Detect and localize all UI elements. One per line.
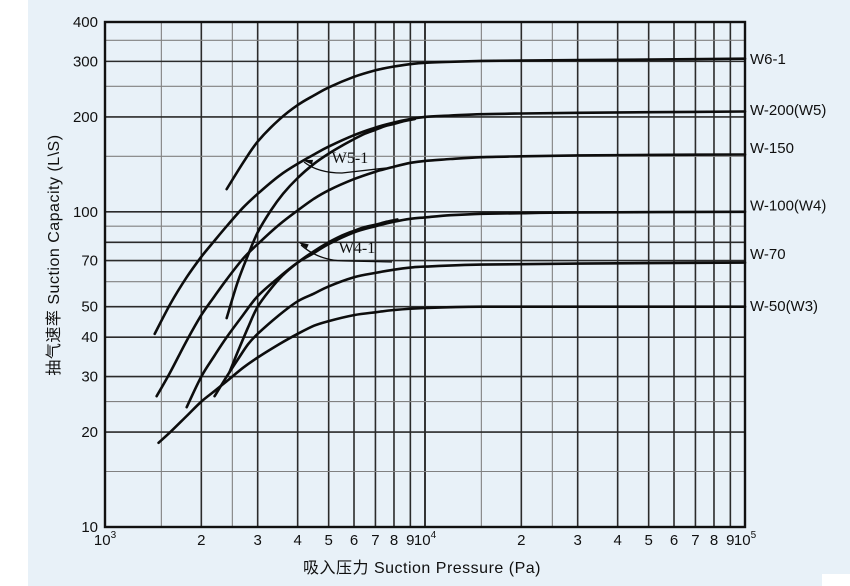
y-tick-label: 30 xyxy=(81,369,98,386)
annotation-leader-W4-1 xyxy=(300,244,393,263)
x-axis-title: 吸入压力 Suction Pressure (Pa) xyxy=(303,560,541,577)
curve-label-W-70: W-70 xyxy=(750,246,786,263)
annotation-arrowhead-W4-1 xyxy=(298,242,309,249)
curve-W5-1 xyxy=(225,117,417,320)
y-tick-label: 20 xyxy=(81,424,98,441)
x-tick-label: 5 xyxy=(324,532,332,549)
curve-W6-1 xyxy=(225,57,747,191)
x-tick-label: 5 xyxy=(644,532,652,549)
x-tick-label: 7 xyxy=(691,532,699,549)
curve-W4-1 xyxy=(228,218,399,374)
y-tick-label: 40 xyxy=(81,329,98,346)
y-axis-title: 抽气速率 Suction Capacity (L\S) xyxy=(46,134,63,376)
annotation-leader-W5-1 xyxy=(303,161,387,174)
annotation-arrowhead-W5-1 xyxy=(302,159,313,165)
page-corner-white xyxy=(822,574,850,586)
curve-label-W6-1: W6-1 xyxy=(750,51,786,68)
x-tick-label: 4 xyxy=(613,532,621,549)
y-tick-label: 400 xyxy=(73,14,98,31)
page-background xyxy=(28,0,850,586)
curve-W-50(W3) xyxy=(157,305,747,445)
x-tick-label: 9 xyxy=(406,532,414,549)
x-tick-label: 8 xyxy=(710,532,718,549)
curve-W-100(W4) xyxy=(185,210,747,409)
annotation-label-W4-1: W4-1 xyxy=(339,240,375,257)
x-tick-label: 4 xyxy=(293,532,301,549)
x-tick-label: 2 xyxy=(197,532,205,549)
curve-label-W-150: W-150 xyxy=(750,140,794,157)
x-tick-label: 3 xyxy=(254,532,262,549)
curve-label-W-200(W5): W-200(W5) xyxy=(750,102,826,119)
y-tick-label: 50 xyxy=(81,299,98,316)
plot-border xyxy=(103,20,747,529)
annotation-label-W5-1: W5-1 xyxy=(332,150,368,167)
curve-W-70 xyxy=(213,261,747,398)
x-tick-label: 6 xyxy=(670,532,678,549)
curve-label-W-50(W3): W-50(W3) xyxy=(750,298,818,315)
curve-label-W-100(W4): W-100(W4) xyxy=(750,197,826,214)
y-tick-label: 100 xyxy=(73,204,98,221)
y-tick-label: 300 xyxy=(73,53,98,70)
x-tick-label: 9 xyxy=(726,532,734,549)
x-tick-label: 2 xyxy=(517,532,525,549)
x-tick-label: 3 xyxy=(574,532,582,549)
y-tick-label: 200 xyxy=(73,109,98,126)
x-tick-label: 8 xyxy=(390,532,398,549)
x-tick-label: 7 xyxy=(371,532,379,549)
y-tick-label: 70 xyxy=(81,253,98,270)
y-tick-label: 10 xyxy=(81,519,98,536)
curve-W-150 xyxy=(155,153,747,398)
x-tick-label: 6 xyxy=(350,532,358,549)
curve-W-200(W5) xyxy=(153,110,747,336)
